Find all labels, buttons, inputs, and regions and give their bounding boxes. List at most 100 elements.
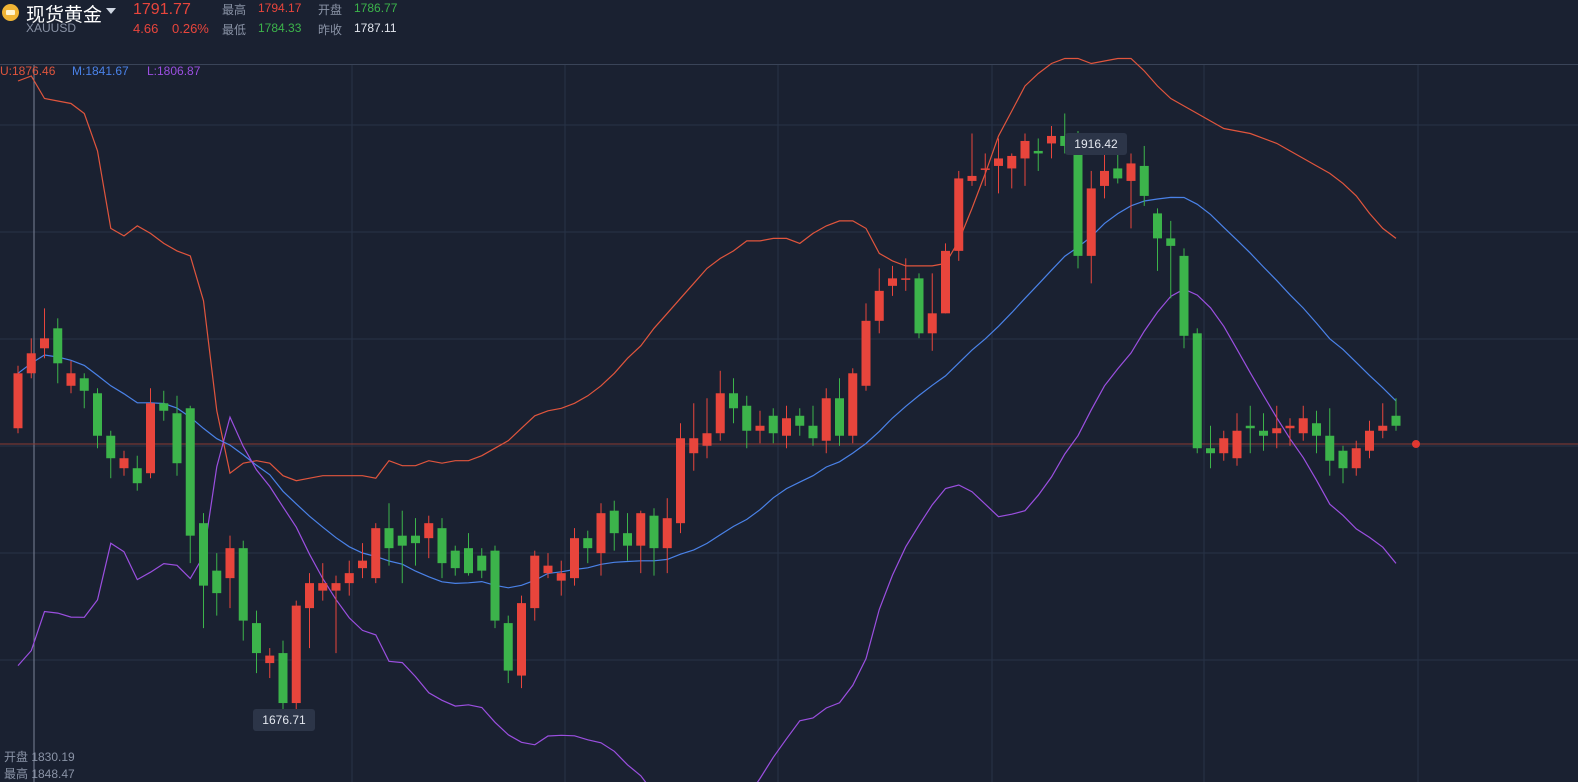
boll-middle-label: M:1841.67 — [72, 64, 129, 78]
candle-body — [702, 433, 712, 446]
quote-header: 现货黄金 XAUUSD 1791.77 4.66 0.26% 最高 1794.1… — [0, 0, 1578, 64]
candle-body — [1245, 425, 1255, 429]
last-price: 1791.77 — [133, 1, 191, 18]
candle-body — [768, 415, 778, 434]
chevron-down-icon[interactable] — [106, 8, 116, 14]
candle-body — [927, 313, 937, 334]
crosshair-high-info: 最高 1848.47 — [4, 767, 75, 781]
candle-body — [26, 353, 36, 374]
candle-body — [729, 393, 738, 409]
candle-body — [1192, 333, 1202, 449]
boll-upper-label: U:1876.46 — [0, 64, 56, 78]
candle-body — [835, 398, 844, 436]
candle-body — [93, 393, 102, 436]
candle-body — [583, 538, 593, 549]
candle-body — [1086, 188, 1096, 256]
candle-body — [278, 653, 288, 704]
crosshair-open-info: 开盘 1830.19 — [4, 750, 75, 764]
candle-body — [530, 555, 540, 609]
candle-body — [13, 373, 23, 429]
candle-body — [212, 570, 222, 594]
candle-body — [1312, 423, 1321, 436]
candle-body — [172, 413, 182, 464]
candle-body — [424, 523, 434, 539]
candle-body — [821, 398, 831, 441]
candle-body — [1325, 435, 1335, 461]
candle-body — [662, 518, 672, 549]
high-label: 最高 — [222, 3, 247, 17]
candle-body — [1285, 425, 1295, 429]
candle-body — [954, 178, 964, 251]
candle-body — [397, 535, 407, 546]
candle-body — [344, 573, 354, 584]
candle-body — [1020, 140, 1030, 159]
candle-body — [689, 438, 699, 454]
candle-body — [1259, 430, 1268, 436]
candle-body — [1153, 213, 1162, 239]
candle-body — [609, 510, 619, 534]
candle-body — [40, 338, 49, 349]
candle-body — [450, 550, 460, 569]
candle-body — [543, 565, 553, 574]
candle-body — [967, 175, 977, 181]
candle-body — [146, 403, 155, 474]
price-change: 4.66 — [133, 21, 159, 36]
candle-body — [291, 605, 301, 704]
candle-body — [1298, 418, 1308, 434]
open-value: 1786.77 — [354, 1, 398, 15]
candle-body — [874, 290, 884, 321]
candle-body — [265, 655, 275, 664]
instrument-title[interactable]: 现货黄金 — [26, 5, 103, 26]
candle-body — [1232, 430, 1242, 459]
candle-body — [490, 550, 500, 621]
candle-body — [238, 548, 248, 621]
candle-body — [159, 403, 169, 411]
candle-body — [1179, 255, 1189, 336]
candle-body — [1060, 135, 1070, 146]
candle-body — [1047, 135, 1056, 144]
candle-body — [1166, 238, 1176, 246]
current-price-dot — [1412, 440, 1420, 448]
candle-body — [1206, 448, 1215, 454]
candle-body — [252, 623, 261, 654]
candle-body — [755, 425, 765, 431]
candle-body — [106, 435, 116, 459]
candle-body — [1351, 448, 1361, 469]
candle-body — [994, 158, 1003, 166]
max-price-marker: 1916.42 — [1074, 137, 1118, 151]
candle-body — [1365, 430, 1374, 451]
candle-body — [358, 560, 367, 569]
open-label: 开盘 — [318, 3, 343, 17]
candle-body — [1126, 163, 1136, 181]
candle-body — [1113, 168, 1123, 179]
candle-body — [477, 555, 487, 571]
candle-body — [808, 425, 818, 439]
candle-body — [79, 378, 89, 391]
candle-body — [384, 528, 394, 549]
candle-body — [848, 373, 858, 436]
candle-body — [861, 320, 871, 386]
prev-close-label: 昨收 — [318, 23, 343, 37]
max-price-marker-box — [1065, 133, 1127, 155]
boll-upper-line — [17, 57, 1397, 482]
header-divider — [0, 64, 1578, 65]
candle-body — [596, 513, 606, 554]
candle-body — [318, 583, 328, 591]
candle-body — [570, 538, 579, 579]
candle-body — [132, 468, 142, 484]
candle-body — [437, 528, 447, 564]
candle-body — [742, 405, 752, 431]
candle-body — [517, 603, 526, 676]
boll-middle-line — [17, 196, 1397, 589]
candle-body — [411, 535, 420, 544]
gold-coin-icon — [2, 4, 19, 21]
candle-body — [53, 328, 63, 364]
candle-body — [464, 548, 473, 574]
candle-body — [901, 278, 911, 280]
candle-body — [1033, 150, 1043, 154]
high-value: 1794.17 — [258, 1, 302, 15]
candle-body — [1073, 140, 1083, 256]
min-price-marker-box — [253, 709, 315, 731]
instrument-symbol: XAUUSD — [26, 21, 77, 35]
